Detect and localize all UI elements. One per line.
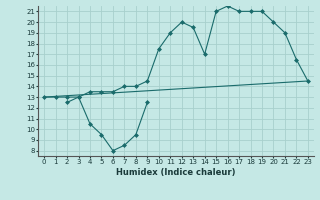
X-axis label: Humidex (Indice chaleur): Humidex (Indice chaleur) [116, 168, 236, 177]
